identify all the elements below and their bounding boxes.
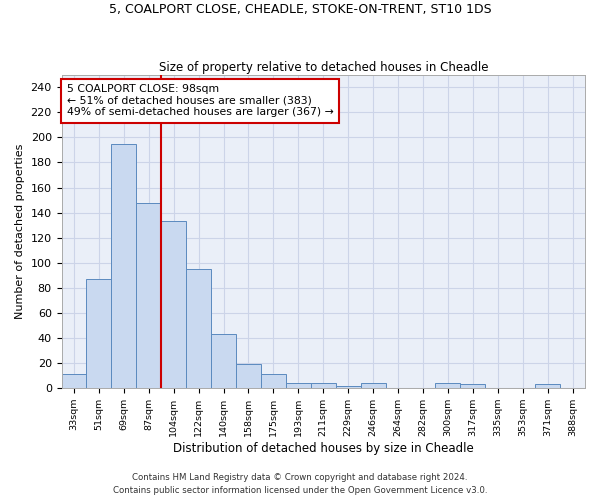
Text: Contains HM Land Registry data © Crown copyright and database right 2024.
Contai: Contains HM Land Registry data © Crown c… — [113, 474, 487, 495]
Text: 5 COALPORT CLOSE: 98sqm
← 51% of detached houses are smaller (383)
49% of semi-d: 5 COALPORT CLOSE: 98sqm ← 51% of detache… — [67, 84, 334, 117]
Bar — [436, 383, 460, 388]
Title: Size of property relative to detached houses in Cheadle: Size of property relative to detached ho… — [158, 60, 488, 74]
Bar — [460, 384, 485, 388]
Bar — [286, 383, 311, 388]
Bar — [535, 384, 560, 388]
Bar — [361, 383, 386, 388]
Bar — [136, 202, 161, 388]
Text: 5, COALPORT CLOSE, CHEADLE, STOKE-ON-TRENT, ST10 1DS: 5, COALPORT CLOSE, CHEADLE, STOKE-ON-TRE… — [109, 2, 491, 16]
Bar — [211, 334, 236, 388]
Bar — [261, 374, 286, 388]
X-axis label: Distribution of detached houses by size in Cheadle: Distribution of detached houses by size … — [173, 442, 473, 455]
Bar — [186, 269, 211, 388]
Y-axis label: Number of detached properties: Number of detached properties — [15, 144, 25, 319]
Bar — [112, 144, 136, 388]
Bar — [161, 222, 186, 388]
Bar — [86, 279, 112, 388]
Bar — [336, 386, 361, 388]
Bar — [62, 374, 86, 388]
Bar — [236, 364, 261, 388]
Bar — [311, 383, 336, 388]
